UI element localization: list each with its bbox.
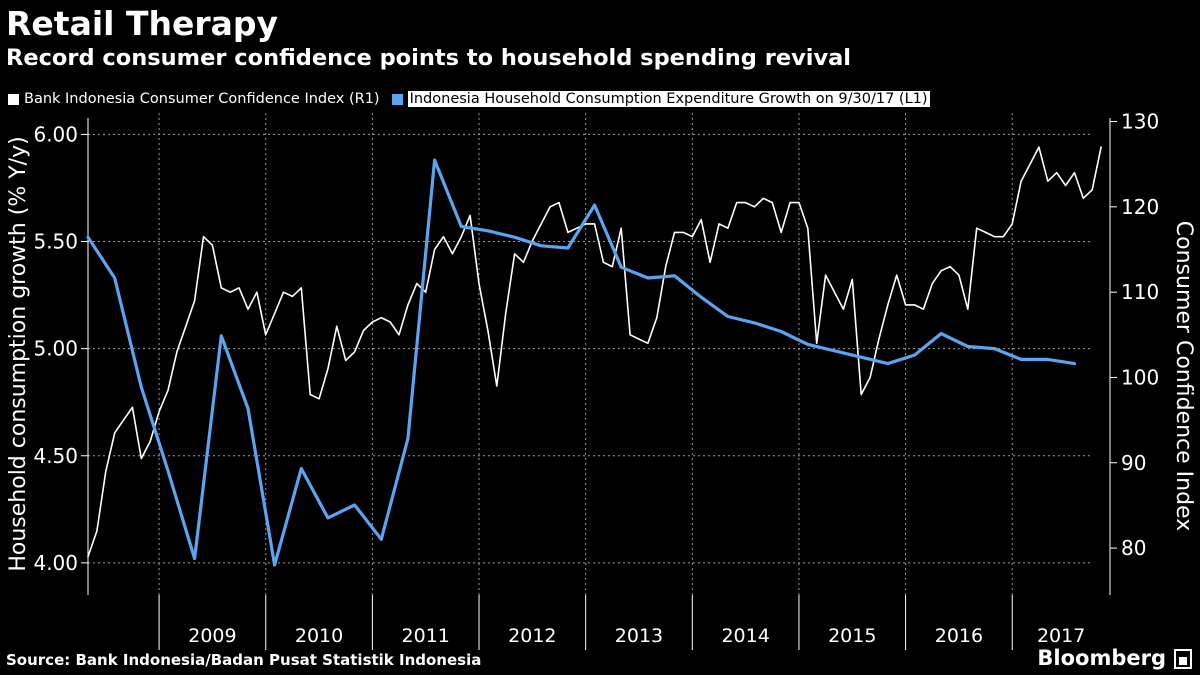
x-tick-label: 2010 — [295, 625, 343, 647]
left-tick-label: 6.00 — [33, 122, 78, 146]
series-line-consumption — [86, 158, 1077, 567]
right-tick-label: 90 — [1121, 451, 1146, 475]
x-tick-label: 2017 — [1037, 625, 1085, 647]
x-tick-label: 2009 — [188, 625, 236, 647]
left-axis-title: Household consumption growth (% Y/y) — [6, 136, 31, 571]
left-tick-label: 4.00 — [33, 551, 78, 575]
left-tick-label: 5.50 — [33, 230, 78, 254]
legend-label-confidence: Bank Indonesia Consumer Confidence Index… — [24, 91, 380, 107]
legend-item-confidence: Bank Indonesia Consumer Confidence Index… — [8, 91, 380, 107]
x-tick-label: 2011 — [402, 625, 450, 647]
brand-icon — [1174, 649, 1192, 669]
legend-swatch-consumption — [391, 93, 403, 105]
x-tick-label: 2016 — [935, 625, 983, 647]
left-tick-label: 4.50 — [33, 444, 78, 468]
chart-title: Retail Therapy — [6, 4, 279, 43]
legend-label-consumption: Indonesia Household Consumption Expendit… — [407, 91, 930, 107]
series-line-confidence — [87, 146, 1102, 558]
right-tick-label: 80 — [1121, 536, 1146, 560]
x-tick-label: 2012 — [508, 625, 556, 647]
right-tick-label: 100 — [1121, 365, 1159, 389]
right-tick-label: 110 — [1121, 280, 1159, 304]
right-tick-label: 120 — [1121, 195, 1159, 219]
right-tick-label: 130 — [1121, 110, 1159, 134]
left-tick-label: 5.00 — [33, 337, 78, 361]
legend-item-consumption: Indonesia Household Consumption Expendit… — [391, 91, 930, 107]
legend: Bank Indonesia Consumer Confidence Index… — [8, 91, 942, 107]
legend-swatch-confidence — [8, 93, 19, 105]
source-note: Source: Bank Indonesia/Badan Pusat Stati… — [6, 651, 482, 669]
x-tick-label: 2015 — [828, 625, 876, 647]
x-tick-label: 2013 — [615, 625, 663, 647]
chart-subtitle: Record consumer confidence points to hou… — [6, 45, 852, 71]
right-axis-title: Consumer Confidence Index — [1171, 221, 1196, 531]
x-tick-label: 2014 — [721, 625, 769, 647]
brand-logo: Bloomberg — [1037, 646, 1166, 670]
